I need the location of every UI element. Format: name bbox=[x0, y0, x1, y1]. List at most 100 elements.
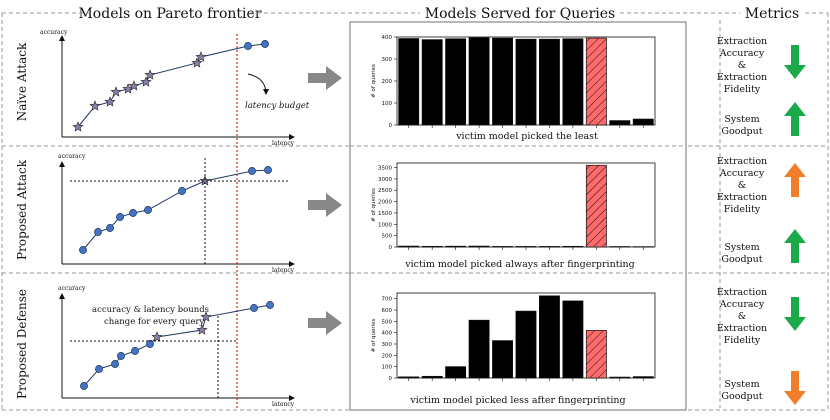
bar-chart-attack: 0 500 1000 1500 2000 2500 3000 3500 # of queries bbox=[371, 162, 656, 251]
pareto-star-marker bbox=[104, 96, 116, 107]
metric-label-line: Extraction bbox=[717, 192, 767, 203]
pareto-model-point bbox=[250, 304, 258, 312]
pareto-model-point bbox=[79, 246, 87, 254]
y-tick-label: 0 bbox=[389, 123, 393, 129]
arrow-down-icon bbox=[784, 371, 806, 405]
pareto-model-point bbox=[117, 352, 125, 360]
metric-label-line: & bbox=[738, 180, 746, 191]
pareto-model-point bbox=[264, 166, 272, 174]
y-tick-label: 700 bbox=[382, 297, 393, 303]
metric-label-line: Accuracy bbox=[719, 168, 765, 179]
model-bar bbox=[492, 340, 513, 379]
metric-label-line: System bbox=[724, 379, 759, 390]
metric-label-line: Extraction bbox=[717, 287, 767, 298]
chart-caption-defense: victim model picked less after fingerpri… bbox=[409, 395, 625, 406]
metric-label-line: Fidelity bbox=[724, 335, 761, 346]
bar-chart-defense: 0 100 200 300 400 500 600 700 # of queries bbox=[371, 292, 656, 382]
y-tick-label: 600 bbox=[382, 308, 393, 314]
chart-caption-attack: victim model picked always after fingerp… bbox=[404, 259, 635, 270]
pareto-plot-naive: accuracy latency bbox=[40, 29, 295, 147]
model-bar bbox=[421, 245, 443, 248]
pareto-model-point bbox=[146, 340, 154, 348]
pareto-model-point bbox=[116, 213, 124, 221]
metric-label-line: Extraction bbox=[717, 36, 767, 47]
y-tick-label: 2000 bbox=[378, 200, 392, 206]
y-axis-title: # of queries bbox=[371, 318, 377, 352]
y-tick-label: 200 bbox=[382, 79, 393, 85]
y-tick-label: 1500 bbox=[378, 211, 392, 217]
pareto-star-marker bbox=[110, 86, 122, 97]
metric-label-line: Goodput bbox=[721, 254, 762, 265]
model-bar bbox=[632, 118, 654, 126]
y-axis-label: accuracy bbox=[40, 29, 68, 36]
header-pareto: Models on Pareto frontier bbox=[78, 6, 261, 22]
metric-label-line: Extraction bbox=[717, 72, 767, 83]
row-label-defense: Proposed Defense bbox=[15, 289, 29, 399]
model-bar bbox=[468, 319, 490, 379]
y-tick-label: 500 bbox=[382, 319, 393, 325]
metric-label-line: Extraction bbox=[717, 156, 767, 167]
budget-pointer-arrow bbox=[247, 73, 269, 95]
pareto-star-marker bbox=[144, 69, 156, 80]
model-bar bbox=[468, 37, 490, 126]
pareto-star-marker bbox=[151, 331, 163, 342]
x-axis-label: latency bbox=[272, 401, 295, 408]
pareto-model-point bbox=[106, 224, 114, 232]
pareto-model-point bbox=[80, 382, 88, 390]
y-axis-label: accuracy bbox=[58, 285, 86, 292]
metric-label-line: Accuracy bbox=[719, 299, 765, 310]
y-tick-label: 2500 bbox=[378, 188, 392, 194]
model-bar bbox=[421, 39, 443, 126]
pareto-model-point bbox=[95, 365, 103, 373]
y-axis-label: accuracy bbox=[58, 153, 86, 160]
y-axis-title: # of queries bbox=[371, 64, 377, 98]
latency-budget-label: latency budget bbox=[245, 101, 310, 111]
metric-label-line: System bbox=[724, 242, 759, 253]
model-bar bbox=[632, 376, 654, 379]
model-bar bbox=[468, 245, 490, 248]
pareto-curve-attack bbox=[82, 169, 269, 251]
bounds-annotation-line2: change for every query bbox=[104, 317, 204, 327]
model-bar bbox=[492, 246, 513, 248]
arrow-up-icon bbox=[784, 102, 806, 136]
model-bar bbox=[515, 310, 537, 379]
pareto-star-marker bbox=[128, 80, 140, 91]
metric-label-line: Extraction bbox=[717, 323, 767, 334]
model-bar bbox=[562, 245, 584, 248]
y-tick-label: 400 bbox=[382, 35, 393, 41]
pareto-star-marker bbox=[191, 57, 203, 68]
pareto-model-point bbox=[248, 167, 256, 175]
model-bar bbox=[445, 38, 467, 126]
flow-arrow-defense bbox=[308, 311, 342, 335]
pareto-star-marker bbox=[72, 121, 84, 132]
model-bar bbox=[609, 376, 631, 379]
bar-chart-naive: 0 100 200 300 400 # of queries bbox=[371, 35, 656, 129]
chart-caption-naive: victim model picked the least bbox=[455, 131, 598, 142]
pareto-model-point bbox=[94, 228, 102, 236]
y-tick-label: 200 bbox=[382, 353, 393, 359]
pareto-plot-attack: accuracy latency bbox=[58, 153, 295, 274]
metric-label-line: Accuracy bbox=[719, 48, 765, 59]
model-bar bbox=[515, 38, 537, 126]
model-bar bbox=[445, 366, 467, 379]
model-bar bbox=[421, 375, 443, 379]
metric-label-line: Fidelity bbox=[724, 84, 761, 95]
y-tick-label: 300 bbox=[382, 342, 393, 348]
model-bar bbox=[492, 37, 513, 126]
row-label-naive: Naïve Attack bbox=[15, 42, 29, 121]
pareto-star-marker bbox=[196, 324, 208, 335]
model-bar bbox=[609, 120, 631, 126]
y-tick-label: 0 bbox=[389, 245, 393, 251]
model-bar bbox=[539, 38, 560, 126]
y-tick-label: 400 bbox=[382, 331, 393, 337]
y-tick-label: 300 bbox=[382, 57, 393, 63]
pareto-model-point bbox=[129, 209, 137, 217]
header-served: Models Served for Queries bbox=[425, 6, 615, 22]
row-label-attack: Proposed Attack bbox=[15, 159, 29, 260]
model-bar bbox=[539, 246, 560, 248]
model-bar bbox=[515, 246, 537, 248]
pareto-model-point bbox=[244, 42, 252, 50]
y-tick-label: 500 bbox=[382, 234, 393, 240]
y-tick-label: 1000 bbox=[378, 222, 392, 228]
